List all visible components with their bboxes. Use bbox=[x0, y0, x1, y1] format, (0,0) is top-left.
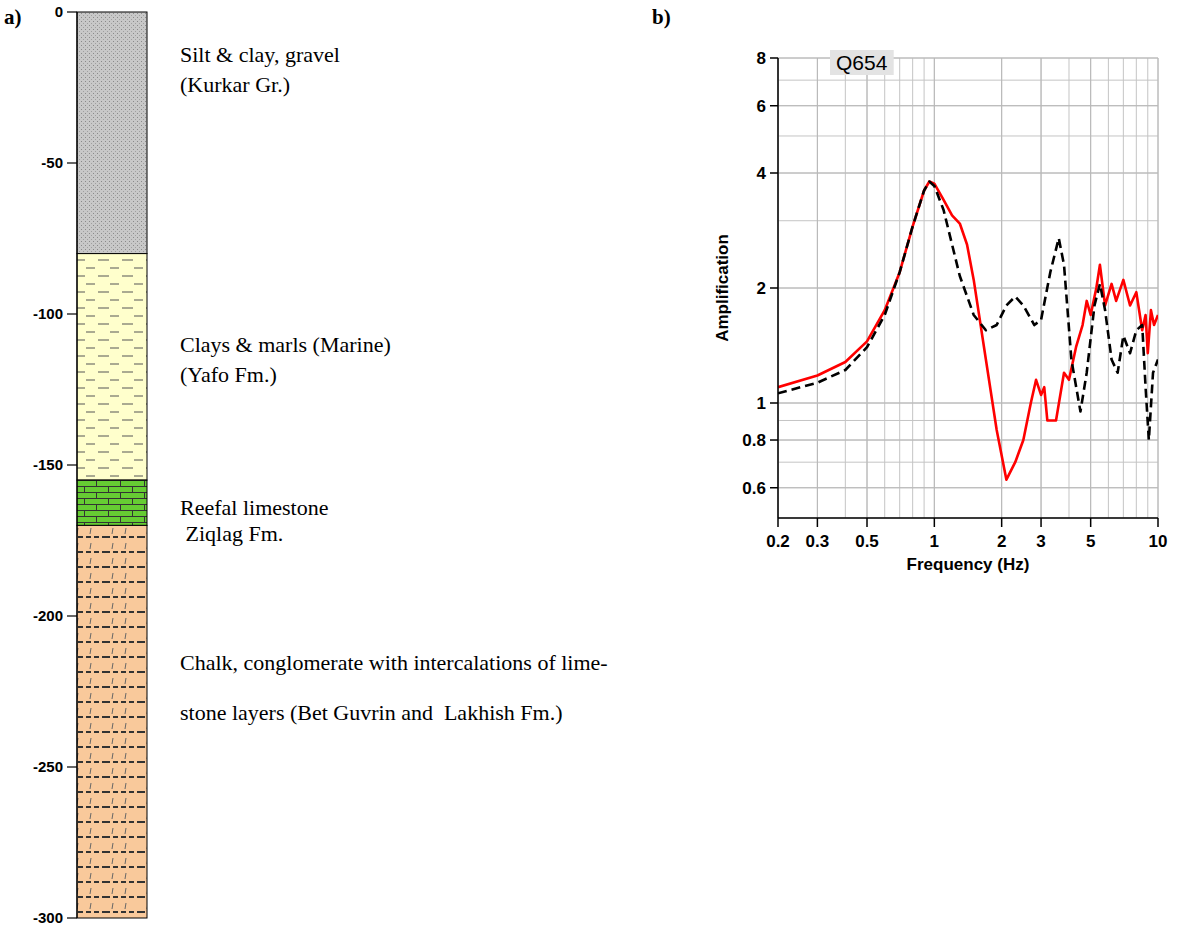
tick bbox=[67, 11, 77, 12]
tick-label: -200 bbox=[33, 607, 63, 624]
series-group bbox=[778, 182, 1158, 480]
title-box bbox=[830, 50, 894, 75]
minor-grid-line bbox=[778, 105, 1158, 106]
tick-label: -250 bbox=[33, 758, 63, 775]
chart-title: Q654 bbox=[836, 51, 888, 74]
grid-line bbox=[778, 173, 1158, 174]
tick-label: 0.6 bbox=[742, 479, 766, 498]
tick-label: 1 bbox=[757, 394, 766, 413]
tick bbox=[934, 518, 936, 527]
panel-label: a) bbox=[4, 5, 22, 29]
tick bbox=[67, 313, 77, 314]
tick-label: 4 bbox=[757, 164, 767, 183]
minor-grid-line bbox=[778, 440, 1158, 441]
tick-label: 5 bbox=[1086, 532, 1095, 551]
minor-grid-line bbox=[778, 173, 1158, 174]
tick bbox=[777, 518, 779, 527]
minor-grid-line bbox=[778, 80, 1158, 81]
tick-label: 3 bbox=[1036, 532, 1045, 551]
minor-grid-line bbox=[778, 288, 1158, 289]
tick-label: 0.8 bbox=[742, 431, 766, 450]
tick-label: 0.3 bbox=[806, 532, 830, 551]
column-panel: Silt & clay, gravel (Kurkar Gr.) Clays & m… bbox=[33, 3, 608, 926]
tick bbox=[1040, 518, 1042, 527]
tick bbox=[817, 518, 819, 527]
tick-label: 0.5 bbox=[855, 532, 879, 551]
tick-label: 2 bbox=[997, 532, 1006, 551]
series-line bbox=[778, 182, 1158, 441]
tick-label: 8 bbox=[757, 49, 766, 68]
grid-line bbox=[778, 105, 1158, 106]
layer bbox=[77, 254, 147, 481]
layer bbox=[77, 12, 147, 254]
grid-line bbox=[778, 487, 1158, 488]
layer bbox=[77, 480, 147, 525]
tick-label: 0 bbox=[55, 3, 63, 20]
layer-label: Chalk, conglomerate with intercalations … bbox=[180, 650, 608, 675]
minor-grid-line bbox=[778, 135, 1158, 136]
tick bbox=[770, 439, 778, 441]
panel-label: b) bbox=[652, 5, 671, 29]
tick-label: 0.2 bbox=[766, 532, 790, 551]
minor-grid-line bbox=[778, 420, 1158, 421]
minor-grid-line bbox=[778, 462, 1158, 463]
minor-grid-line bbox=[778, 518, 1158, 519]
layer-label: Ziqlag Fm. bbox=[180, 521, 283, 546]
tick-label: -50 bbox=[41, 154, 63, 171]
grid-line bbox=[778, 403, 1158, 404]
layer-label: (Kurkar Gr.) bbox=[180, 72, 290, 97]
figure: a) b) Silt & clay, gravel (Kurkar Gr.) Clays… bbox=[0, 0, 1181, 930]
minor-grid-line bbox=[778, 220, 1158, 221]
minor-grid-line bbox=[778, 403, 1158, 404]
layer-label: (Yafo Fm.) bbox=[180, 362, 277, 387]
tick bbox=[770, 487, 778, 489]
tick bbox=[770, 105, 778, 107]
tick-label: 10 bbox=[1149, 532, 1168, 551]
layer bbox=[77, 525, 147, 918]
tick bbox=[1157, 518, 1159, 527]
grid-line bbox=[778, 440, 1158, 441]
tick bbox=[67, 464, 77, 465]
chart-panel: Q654 0.2 0.3 0.5 1 2 3 5 10 0.6 0.8 1 2 4 6 8 Frequency … bbox=[713, 49, 1167, 574]
tick bbox=[770, 287, 778, 289]
layer-label: Silt & clay, gravel bbox=[180, 42, 340, 67]
tick-label: 6 bbox=[757, 97, 766, 116]
axis-title: Amplification bbox=[713, 234, 732, 342]
x-axis bbox=[778, 517, 1158, 519]
tick bbox=[67, 917, 77, 918]
tick-label: 2 bbox=[757, 279, 766, 298]
tick bbox=[770, 402, 778, 404]
layer-label: Reefal limestone bbox=[180, 495, 328, 520]
tick bbox=[770, 172, 778, 174]
tick bbox=[67, 615, 77, 616]
layer-label: stone layers (Bet Guvrin and Lakhish Fm.… bbox=[180, 700, 563, 725]
tick bbox=[770, 57, 778, 59]
axis-title: Frequency (Hz) bbox=[907, 555, 1030, 574]
tick bbox=[67, 766, 77, 767]
grid-line bbox=[778, 288, 1158, 289]
tick-label: -300 bbox=[33, 909, 63, 926]
layer-label: Clays & marls (Marine) bbox=[180, 332, 391, 357]
tick bbox=[1001, 518, 1003, 527]
tick-label: 1 bbox=[930, 532, 939, 551]
tick-label: -150 bbox=[33, 456, 63, 473]
tick bbox=[1090, 518, 1092, 527]
series-line bbox=[778, 182, 1158, 480]
tick bbox=[67, 162, 77, 163]
tick bbox=[866, 518, 868, 527]
tick-label: -100 bbox=[33, 305, 63, 322]
grid bbox=[778, 58, 1158, 518]
minor-grid-line bbox=[778, 487, 1158, 488]
